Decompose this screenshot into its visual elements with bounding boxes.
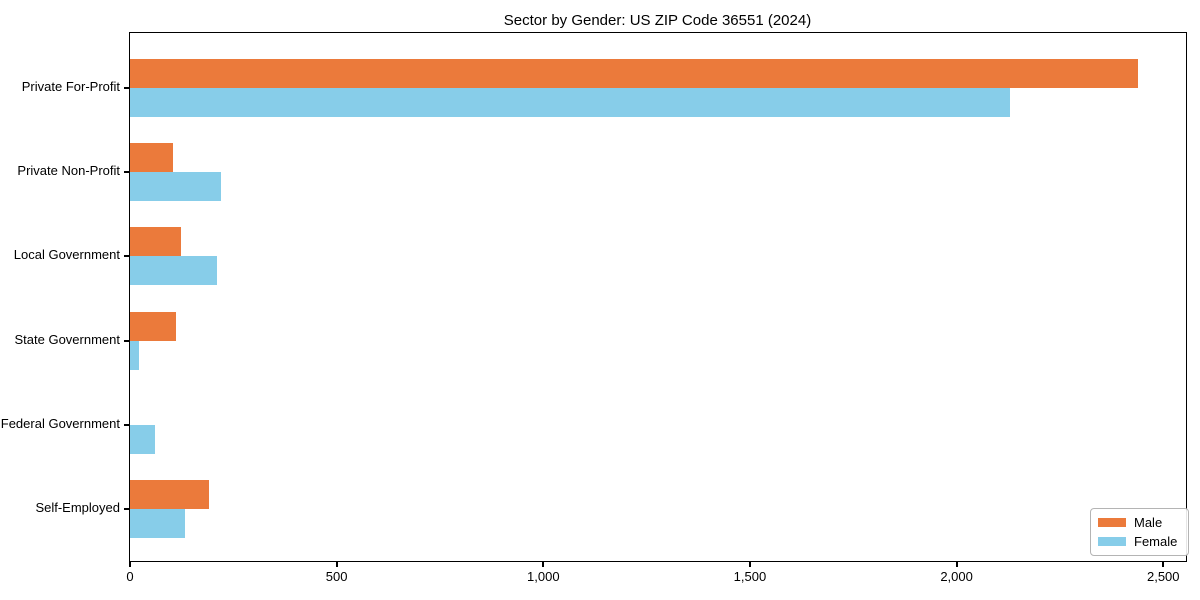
y-tick-label: Local Government — [13, 247, 120, 263]
bar-female — [130, 256, 217, 286]
x-tick-mark — [1162, 562, 1165, 567]
bar-male — [130, 227, 182, 257]
x-tick-label: 0 — [126, 569, 134, 584]
legend-row: Male — [1098, 515, 1188, 530]
y-tick-mark — [124, 87, 129, 89]
x-tick-label: 1,500 — [733, 569, 767, 584]
bar-female — [130, 424, 156, 454]
bar-male — [130, 311, 176, 341]
bar-female — [130, 509, 185, 538]
x-tick-mark — [955, 562, 958, 567]
legend: Male Female — [1090, 508, 1189, 556]
legend-label-male: Male — [1134, 515, 1163, 530]
y-tick-label: Federal Government — [0, 415, 120, 431]
chart-title: Sector by Gender: US ZIP Code 36551 (202… — [503, 12, 812, 29]
x-tick-mark — [335, 562, 338, 567]
y-tick-mark — [124, 255, 129, 258]
y-tick-mark — [124, 339, 129, 342]
bar-female — [130, 340, 140, 370]
y-tick-label: State Government — [14, 331, 121, 347]
bar-male — [130, 143, 173, 173]
y-tick-label: Private For-Profit — [21, 79, 120, 94]
y-tick-label: Self-Employed — [35, 500, 120, 515]
legend-swatch-female — [1098, 537, 1126, 546]
bar-female — [130, 172, 221, 202]
x-tick-mark — [129, 562, 131, 567]
legend-swatch-male — [1098, 518, 1126, 527]
y-tick-mark — [124, 508, 129, 510]
x-tick-mark — [542, 562, 545, 567]
plot-area — [129, 32, 1187, 562]
legend-label-female: Female — [1134, 534, 1178, 549]
legend-row: Female — [1098, 534, 1188, 549]
x-tick-label: 1,000 — [527, 569, 560, 584]
x-tick-label: 2,500 — [1146, 569, 1180, 584]
bar-female — [130, 88, 1011, 117]
x-tick-label: 2,000 — [940, 569, 973, 584]
x-tick-label: 500 — [325, 569, 348, 584]
bar-male — [130, 59, 1139, 88]
x-tick-mark — [748, 562, 751, 567]
y-tick-mark — [124, 423, 129, 426]
y-tick-mark — [124, 171, 129, 174]
y-tick-label: Private Non-Profit — [17, 163, 120, 179]
bar-male — [130, 480, 210, 509]
